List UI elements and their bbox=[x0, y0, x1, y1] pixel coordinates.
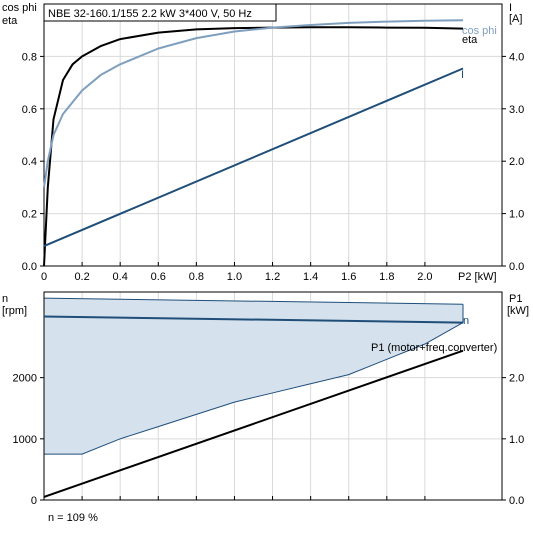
top-x-tick-label: 0.4 bbox=[113, 271, 128, 283]
bottom-y-right-tick-label: 0.0 bbox=[509, 495, 524, 507]
series-label-cos-phi: cos phi bbox=[462, 25, 497, 37]
bottom-x-ticks bbox=[43, 496, 426, 500]
top-x-ticks: 0 0.2 0.4 0.6 0.8 1.0 1.2 1.4 1.6 1.8 2.0 bbox=[41, 262, 433, 283]
top-x-tick-label: 1.4 bbox=[303, 271, 318, 283]
top-y-left-tick-label: 0.0 bbox=[22, 261, 37, 273]
top-series-lines bbox=[43, 19, 464, 267]
top-x-tick-label: 0.8 bbox=[189, 271, 204, 283]
top-series-i-line bbox=[43, 67, 464, 248]
top-x-tick-label: 1.6 bbox=[341, 271, 356, 283]
bottom-ylabel-right-1: P1 bbox=[509, 293, 522, 305]
top-title-box bbox=[43, 3, 277, 22]
bottom-series-p1-line bbox=[43, 349, 464, 498]
bottom-y-left-tick-label: 1000 bbox=[13, 434, 37, 446]
top-x-tick-label: 2.0 bbox=[417, 271, 432, 283]
bottom-y-left-tick-label: 0 bbox=[31, 495, 37, 507]
series-label-current: I bbox=[461, 69, 464, 81]
top-ylabel-left-1: cos phi bbox=[2, 2, 37, 14]
speed-note: n = 109 % bbox=[48, 512, 98, 524]
top-ylabel-right-2: [A] bbox=[509, 13, 522, 25]
top-x-tick-label: 0.2 bbox=[74, 271, 89, 283]
bottom-y-right-ticks: 0.0 1.0 2.0 bbox=[502, 373, 524, 507]
bottom-ylabel-left-2: [rpm] bbox=[2, 305, 27, 317]
series-label-p1: P1 (motor+freq.converter) bbox=[371, 342, 497, 354]
operating-band-area bbox=[44, 298, 463, 455]
top-y-left-tick-label: 0.6 bbox=[22, 104, 37, 116]
top-y-left-tick-label: 0.4 bbox=[22, 156, 37, 168]
top-y-right-tick-label: 2.0 bbox=[509, 156, 524, 168]
top-ylabel-left-2: eta bbox=[2, 15, 18, 27]
top-series-cos-phi-line bbox=[43, 19, 464, 188]
bottom-ylabel-left-1: n bbox=[2, 293, 8, 305]
top-y-right-tick-label: 4.0 bbox=[509, 51, 524, 63]
series-label-eta: eta bbox=[462, 34, 478, 46]
bottom-ylabel-right-2: [kW] bbox=[507, 305, 529, 317]
series-label-speed: n bbox=[463, 315, 469, 327]
top-y-left-ticks: 0.0 0.2 0.4 0.6 0.8 bbox=[22, 51, 44, 273]
bottom-y-right-tick-label: 1.0 bbox=[509, 434, 524, 446]
top-y-right-ticks: 0.0 1.0 2.0 3.0 4.0 bbox=[502, 51, 524, 273]
top-x-tick-label: 1.2 bbox=[265, 271, 280, 283]
top-x-tick-label: 1.0 bbox=[227, 271, 242, 283]
top-xlabel: P2 [kW] bbox=[458, 271, 497, 283]
top-series-eta-line bbox=[43, 26, 464, 267]
bottom-series-speed-line bbox=[43, 315, 464, 324]
top-ylabel-right-1: I bbox=[509, 2, 512, 14]
bottom-series-lines bbox=[43, 315, 464, 498]
top-x-tick-label: 0.6 bbox=[151, 271, 166, 283]
bottom-y-left-ticks: 0 1000 2000 bbox=[13, 373, 44, 507]
top-y-right-tick-label: 0.0 bbox=[509, 261, 524, 273]
top-y-right-tick-label: 1.0 bbox=[509, 209, 524, 221]
top-x-tick-label: 0 bbox=[41, 271, 47, 283]
band-lower-edge bbox=[44, 322, 464, 455]
top-y-right-tick-label: 3.0 bbox=[509, 104, 524, 116]
top-chart-title: NBE 32-160.1/155 2.2 kW 3*400 V, 50 Hz bbox=[48, 8, 252, 20]
band-upper-edge bbox=[43, 297, 464, 305]
bottom-y-left-tick-label: 2000 bbox=[13, 373, 37, 385]
bottom-operating-band bbox=[43, 297, 464, 455]
top-y-left-tick-label: 0.8 bbox=[22, 51, 37, 63]
top-y-left-tick-label: 0.2 bbox=[22, 209, 37, 221]
bottom-y-right-tick-label: 2.0 bbox=[509, 373, 524, 385]
top-x-tick-label: 1.8 bbox=[379, 271, 394, 283]
